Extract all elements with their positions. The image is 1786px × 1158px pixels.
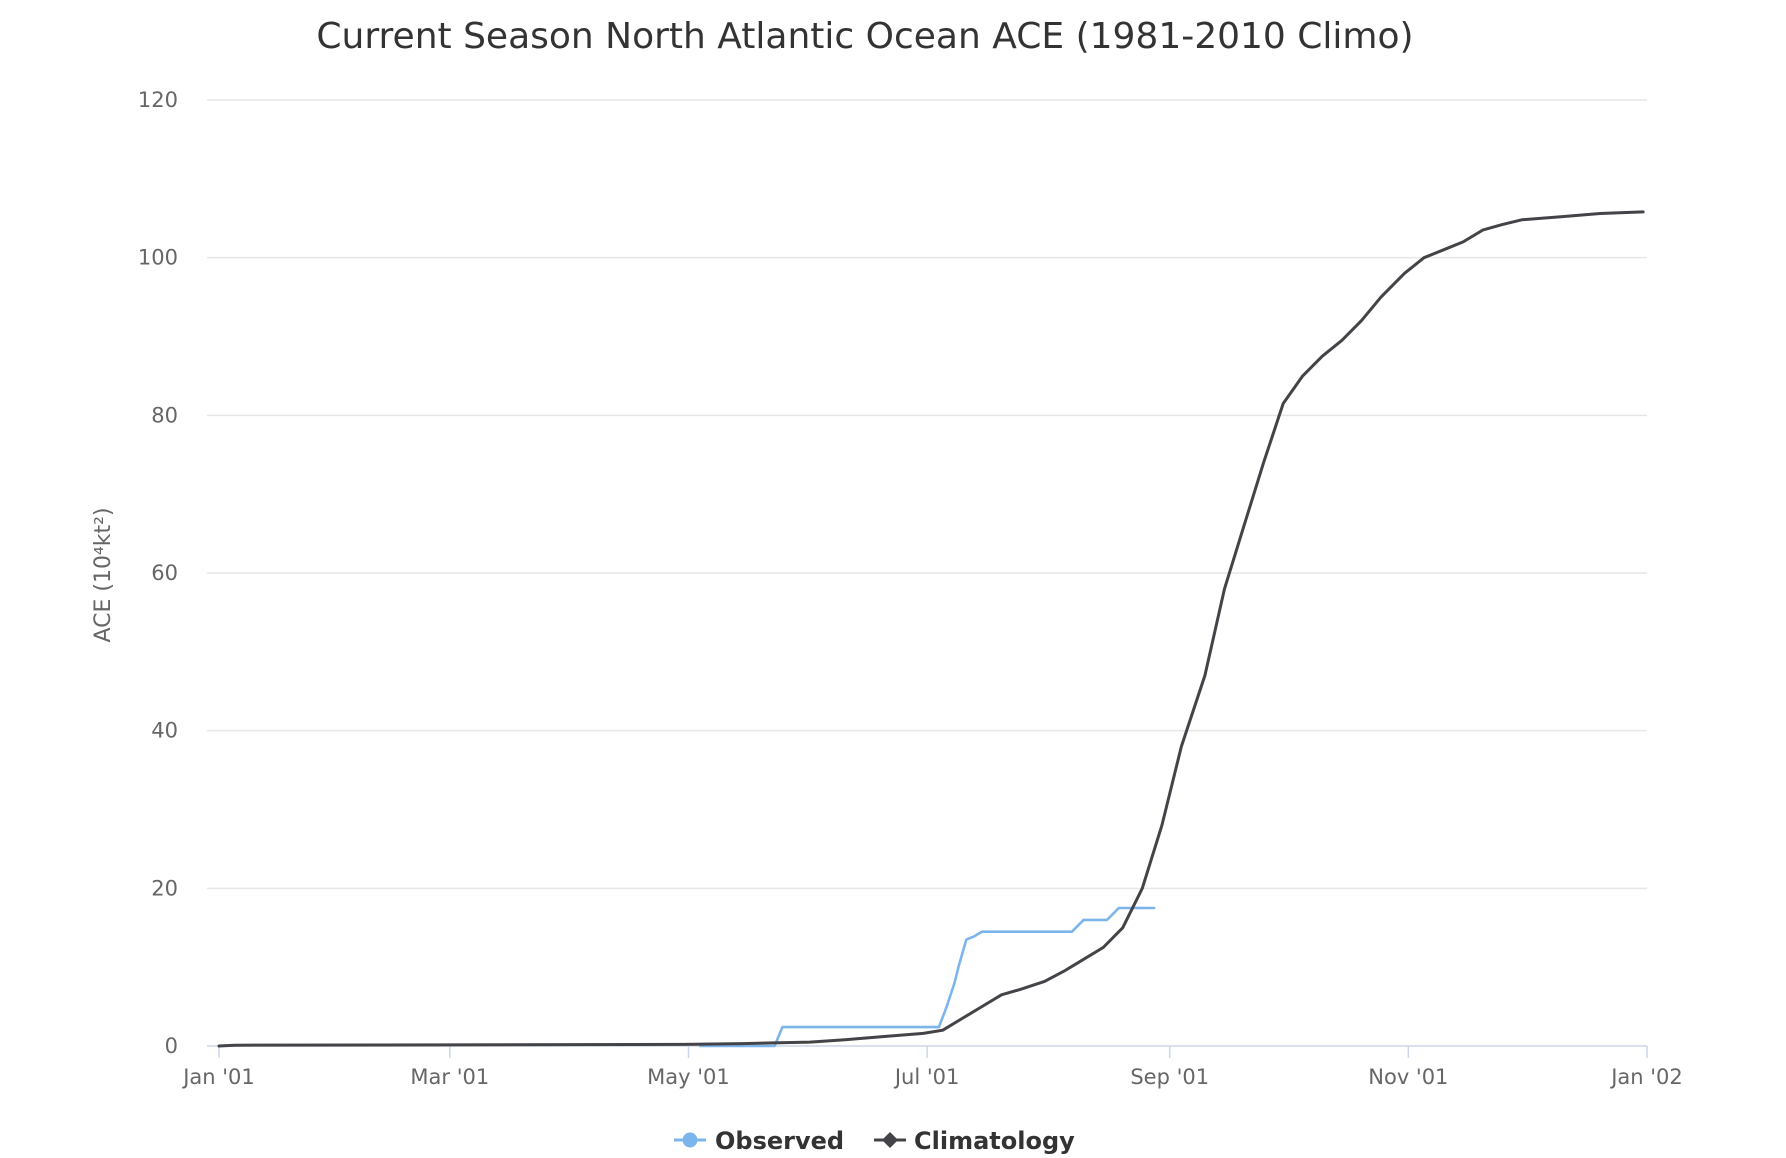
legend: Observed Climatology xyxy=(674,1127,1075,1155)
y-tick-label: 60 xyxy=(151,561,178,585)
y-axis-title: ACE (10⁴kt²) xyxy=(91,507,116,642)
x-tick-label: Jan '02 xyxy=(1609,1065,1683,1089)
legend-label: Climatology xyxy=(914,1127,1075,1155)
y-tick-label: 20 xyxy=(151,876,178,900)
y-tick-label: 120 xyxy=(138,88,178,112)
y-tick-labels: 0 20 40 60 80 100 120 xyxy=(138,88,178,1058)
series-line-observed[interactable] xyxy=(698,906,1156,1048)
x-tick-label: May '01 xyxy=(647,1065,730,1089)
x-tick-label: Mar '01 xyxy=(410,1065,489,1089)
diamond-marker-icon xyxy=(882,1132,898,1148)
x-tick-label: Jan '01 xyxy=(181,1065,255,1089)
y-tick-label: 40 xyxy=(151,719,178,743)
legend-label: Observed xyxy=(715,1127,844,1155)
y-gridlines xyxy=(207,99,1647,890)
series-lines xyxy=(217,210,1645,1048)
x-tick-label: Sep '01 xyxy=(1130,1065,1209,1089)
x-tick-label: Nov '01 xyxy=(1368,1065,1448,1089)
y-tick-label: 0 xyxy=(165,1034,178,1058)
legend-item-climatology[interactable]: Climatology xyxy=(874,1127,1075,1155)
series-line-climatology[interactable] xyxy=(217,210,1645,1048)
y-tick-label: 100 xyxy=(138,246,178,270)
legend-item-observed[interactable]: Observed xyxy=(674,1127,844,1155)
x-tick-label: Jul '01 xyxy=(893,1065,960,1089)
x-axis: Jan '01 Mar '01 May '01 Jul '01 Sep '01 Nov '… xyxy=(181,1045,1683,1089)
y-tick-label: 80 xyxy=(151,403,178,427)
circle-marker-icon xyxy=(682,1132,698,1148)
chart-title: Current Season North Atlantic Ocean ACE … xyxy=(316,16,1413,57)
